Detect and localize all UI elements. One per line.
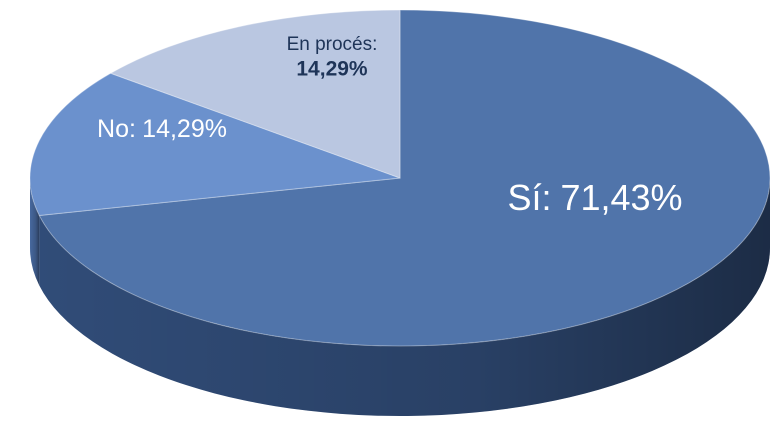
pie-slice — [38, 9, 771, 347]
pie-side-shade — [39, 178, 770, 416]
pie-side-shade — [30, 178, 40, 286]
slice-label: Sí: 71,43% — [507, 177, 682, 218]
pie-slice — [29, 72, 401, 216]
value-label: 14,29% — [142, 115, 227, 143]
value-label: 71,43% — [560, 177, 682, 218]
category-label: No: — [97, 115, 136, 143]
slice-label: No: 14,29% — [97, 115, 227, 143]
category-label: En procés: — [287, 34, 378, 55]
pie-slice — [109, 9, 401, 179]
category-label: Sí: — [507, 177, 551, 218]
value-label: 14,29% — [296, 57, 368, 80]
slice-label: En procés: 14,29% — [287, 34, 378, 80]
